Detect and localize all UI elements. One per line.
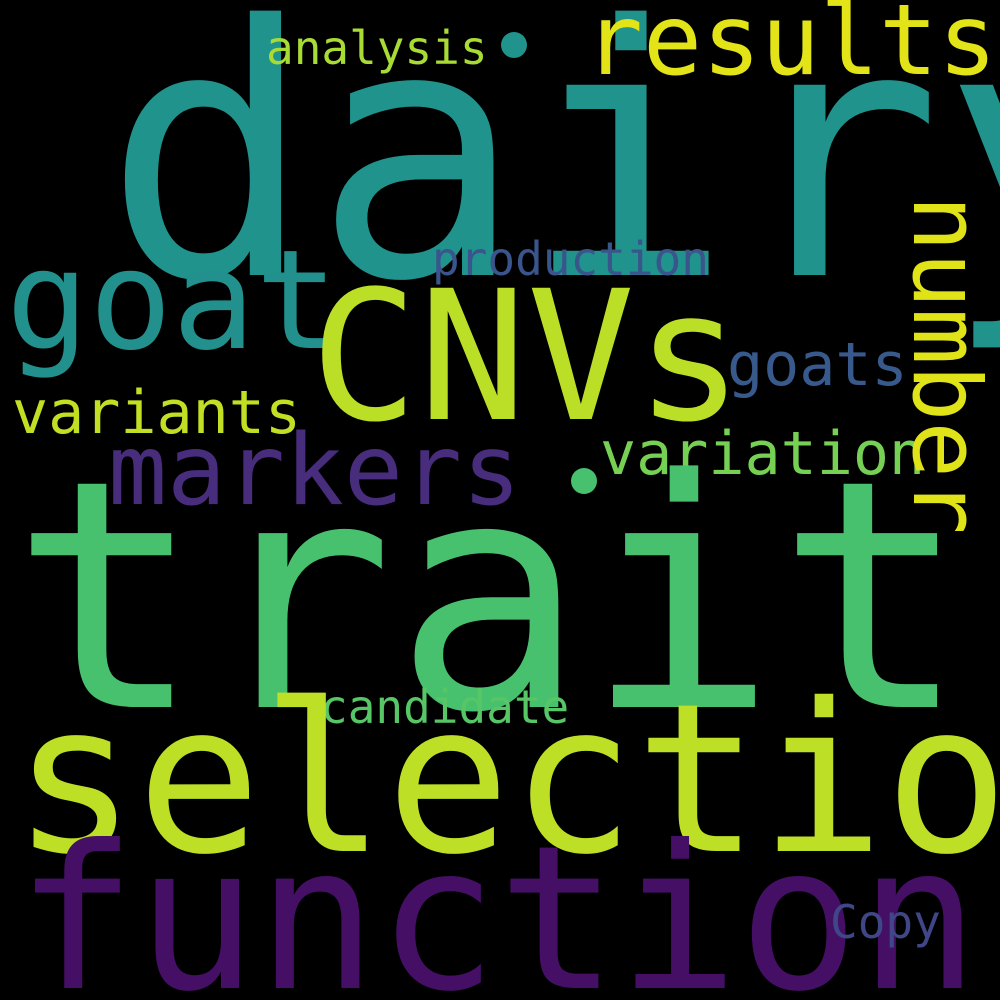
word-traits: traits (11, 412, 1000, 782)
word-goat: goat (6, 220, 339, 381)
word-production: production (432, 232, 709, 286)
word-results: results (584, 0, 998, 98)
word-copy: Copy (830, 895, 941, 949)
word-analysis: analysis (266, 21, 488, 75)
word-candidate: candidate (320, 680, 570, 734)
word-cnvs: CNVs (310, 253, 744, 462)
dot-mark (571, 468, 597, 494)
word-goats: goats (727, 330, 908, 400)
word-function: function (16, 803, 980, 1000)
word-dairy: dairy (104, 0, 1000, 358)
word-variants: variants (12, 378, 301, 448)
dot-mark (501, 32, 527, 58)
word-markers: markers (108, 414, 522, 528)
word-variation: variation (600, 419, 926, 489)
word-selection: selection (12, 659, 1000, 900)
